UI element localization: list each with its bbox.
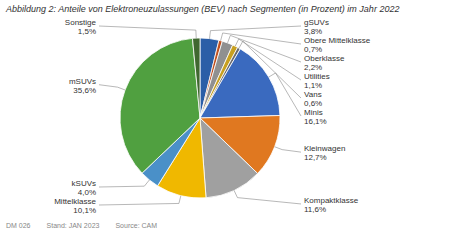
slice [200,118,258,198]
labels: gSUVs3,8%Obere Mittelklasse0,7%Oberklass… [54,18,371,215]
leader-line [239,41,301,98]
data-label-name: Mittelklasse [54,197,96,206]
data-label-name: Oberklasse [304,54,345,63]
data-label-name: Minis [304,108,323,117]
data-label: Mittelklasse10,1% [54,197,96,215]
data-label-name: kSUVs [72,179,96,188]
title: Abbildung 2: Anteile von Elektroneuzulas… [5,4,399,14]
data-label-value: 10,1% [73,206,96,215]
data-label-value: 11,6% [304,205,326,214]
slice [200,49,280,118]
data-label: Kompaktklasse11,6% [304,196,359,214]
data-label: Vans0,6% [304,90,322,108]
leader-line [221,33,301,44]
footnote: Source: CAM [115,222,157,229]
chart: Abbildung 2: Anteile von Elektroneuzulas… [0,0,474,233]
data-label-value: 4,0% [78,188,96,197]
leader-line [99,196,181,205]
data-label-name: mSUVs [69,77,96,86]
data-label-name: Obere Mittelklasse [304,36,371,45]
footnote: Stand: JAN 2023 [47,222,100,229]
data-label-value: 1,5% [78,27,96,36]
data-label-value: 2,2% [304,63,322,72]
pie [120,38,280,198]
data-label-value: 1,1% [304,81,322,90]
data-label-value: 0,6% [304,99,322,108]
leader-line [99,26,196,38]
data-label: mSUVs35,6% [69,77,96,95]
leader-line [269,73,301,116]
leader-line [234,190,301,204]
data-label: Oberklasse2,2% [304,54,345,72]
leader-line [275,147,301,152]
data-label-name: Kompaktklasse [304,196,359,205]
data-label-value: 16,1% [304,117,327,126]
data-label: Obere Mittelklasse0,7% [304,36,371,54]
leader-line [210,26,301,39]
data-label-name: Sonstige [65,18,97,27]
slice [120,38,200,173]
footnote: DM 026 [6,222,31,229]
data-label: Kleinwagen12,7% [304,144,345,162]
leader-line [99,85,125,90]
data-label: Sonstige1,5% [65,18,97,36]
data-label-name: gSUVs [304,18,329,27]
data-label: gSUVs3,8% [304,18,329,36]
data-label: Utilities1,1% [304,72,330,90]
data-label-value: 3,8% [304,27,322,36]
leader-line [235,39,301,80]
data-label-name: Vans [304,90,322,99]
data-label-value: 0,7% [304,45,322,54]
data-label-value: 12,7% [304,153,327,162]
data-label-value: 35,6% [73,86,96,95]
data-label-name: Utilities [304,72,330,81]
leader-line [99,180,149,187]
slice [192,38,200,118]
data-label-name: Kleinwagen [304,144,345,153]
data-label: kSUVs4,0% [72,179,96,197]
data-label: Minis16,1% [304,108,327,126]
